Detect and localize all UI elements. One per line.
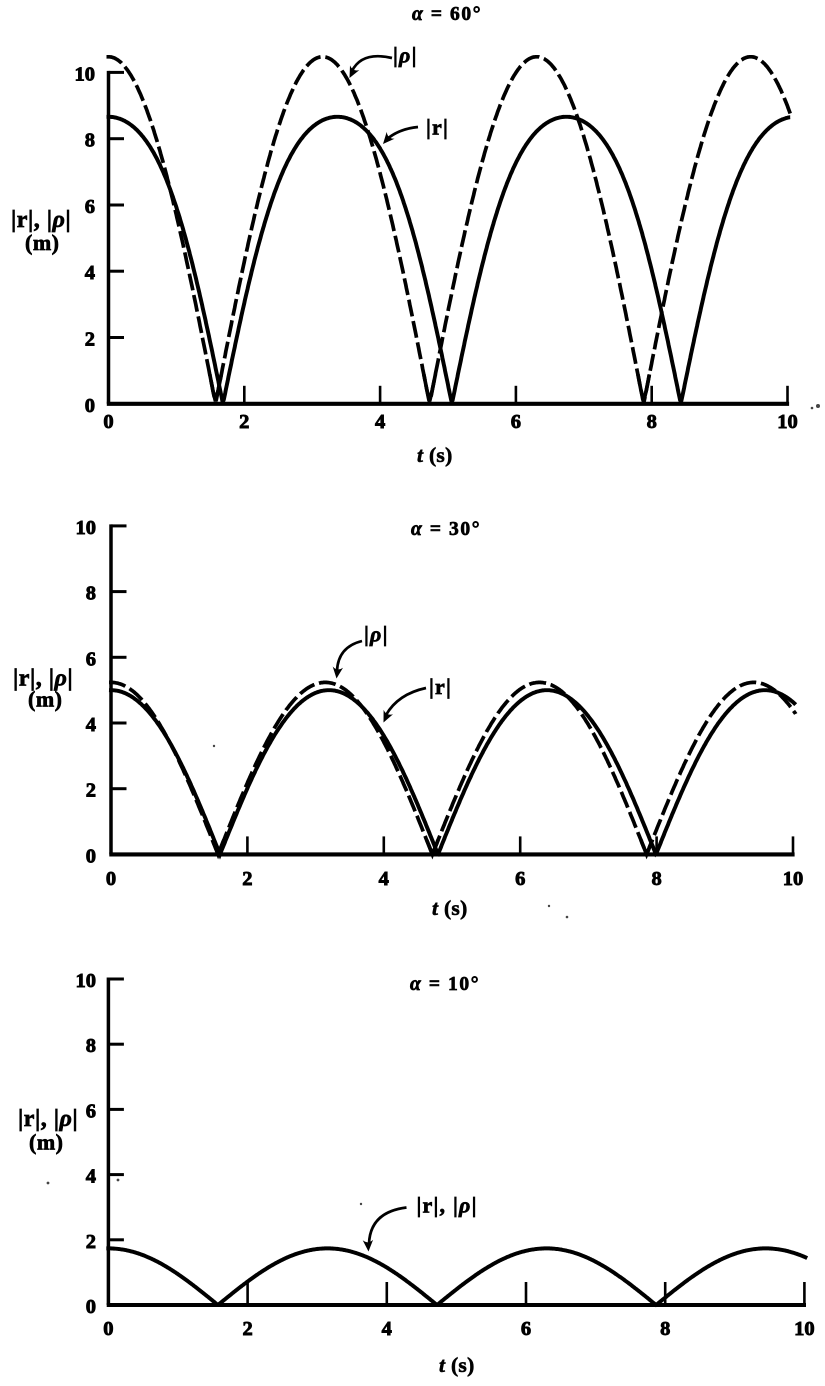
svg-text:4: 4 xyxy=(86,714,96,736)
svg-text:0: 0 xyxy=(106,868,116,890)
svg-text:10: 10 xyxy=(76,517,97,539)
svg-text:t (s): t (s) xyxy=(432,896,468,920)
svg-text:|r|, |ρ|: |r|, |ρ| xyxy=(11,207,71,233)
svg-text:6: 6 xyxy=(86,648,96,670)
svg-text:2: 2 xyxy=(85,329,95,351)
svg-text:α = 30°: α = 30° xyxy=(411,519,481,540)
svg-text:α = 10°: α = 10° xyxy=(410,974,480,995)
svg-text:(m): (m) xyxy=(25,230,59,255)
svg-text:|ρ|: |ρ| xyxy=(364,622,389,647)
svg-text:α = 60°: α = 60° xyxy=(412,4,482,25)
svg-text:(m): (m) xyxy=(29,1130,63,1155)
svg-text:2: 2 xyxy=(86,780,96,802)
svg-text:6: 6 xyxy=(515,868,525,890)
svg-text:2: 2 xyxy=(239,411,249,433)
svg-text:6: 6 xyxy=(85,196,95,218)
svg-text:(m): (m) xyxy=(28,687,62,712)
svg-text:2: 2 xyxy=(242,868,252,890)
svg-text:4: 4 xyxy=(375,411,385,433)
svg-text:6: 6 xyxy=(86,1100,96,1122)
svg-text:0: 0 xyxy=(86,1296,96,1318)
svg-text:2: 2 xyxy=(242,1318,252,1340)
svg-text:4: 4 xyxy=(379,868,389,890)
svg-text:8: 8 xyxy=(647,411,657,433)
svg-text:|r|: |r| xyxy=(429,674,452,699)
svg-text:2: 2 xyxy=(86,1231,96,1253)
svg-text:|r|, |ρ|: |r|, |ρ| xyxy=(417,1192,478,1217)
svg-text:0: 0 xyxy=(103,1318,113,1340)
svg-text:0: 0 xyxy=(86,845,96,867)
svg-text:10: 10 xyxy=(76,970,97,992)
svg-text:8: 8 xyxy=(660,1318,670,1340)
svg-text:t (s): t (s) xyxy=(439,1353,475,1377)
svg-text:6: 6 xyxy=(511,411,521,433)
svg-text:10: 10 xyxy=(777,411,798,433)
svg-text:8: 8 xyxy=(86,1035,96,1057)
svg-text:6: 6 xyxy=(521,1318,531,1340)
svg-text:4: 4 xyxy=(86,1166,96,1188)
svg-text:10: 10 xyxy=(794,1318,815,1340)
svg-text:|r|: |r| xyxy=(426,115,449,140)
svg-text:t (s): t (s) xyxy=(417,443,453,467)
svg-text:|ρ|: |ρ| xyxy=(393,43,418,68)
svg-text:|r|, |ρ|: |r|, |ρ| xyxy=(18,1106,78,1132)
svg-text:8: 8 xyxy=(85,130,95,152)
svg-text:8: 8 xyxy=(86,583,96,605)
svg-text:0: 0 xyxy=(85,395,95,417)
svg-text:8: 8 xyxy=(651,868,661,890)
svg-text:0: 0 xyxy=(103,411,113,433)
svg-text:10: 10 xyxy=(783,868,804,890)
svg-text:4: 4 xyxy=(85,262,95,284)
svg-text:4: 4 xyxy=(382,1318,392,1340)
svg-text:|r|, |ρ|: |r|, |ρ| xyxy=(13,666,73,692)
svg-text:10: 10 xyxy=(75,63,96,85)
